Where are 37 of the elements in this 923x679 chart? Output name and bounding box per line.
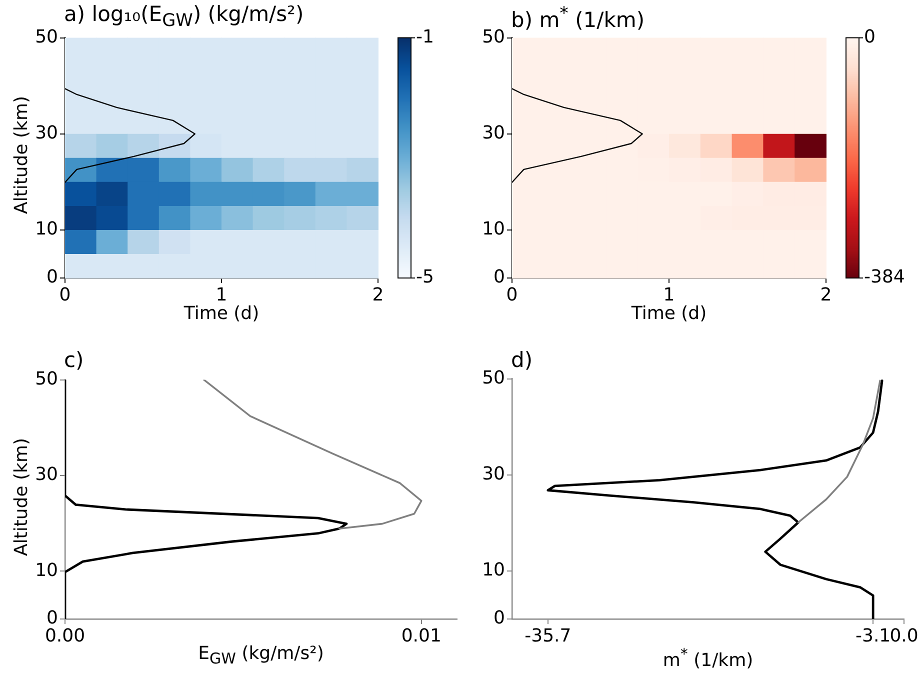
y-tick-label: 30 xyxy=(482,122,505,144)
x-axis-title: m$^{*}$ (1/km) xyxy=(662,644,754,672)
color-bar-label: -5 xyxy=(416,266,434,288)
y-tick-label: 10 xyxy=(35,218,58,240)
y-tick-label: 10 xyxy=(482,218,505,240)
x-tick-label: 2 xyxy=(372,284,384,306)
color-bar-label: 0 xyxy=(864,26,876,48)
y-tick-label: 50 xyxy=(35,368,58,390)
color-bar-label: -1 xyxy=(416,26,434,48)
y-tick-label: 0 xyxy=(46,266,58,288)
y-axis-title: Altitude (km) xyxy=(11,437,33,556)
chart-title: d) xyxy=(511,348,533,372)
x-tick-label: 0.0 xyxy=(890,625,918,646)
x-axis-title: E$_{GW}$ (kg/m/s²) xyxy=(198,643,324,670)
x-axis-title: Time (d) xyxy=(631,303,707,325)
x-axis-title: Time (d) xyxy=(184,303,260,325)
chart-title: c) xyxy=(64,348,84,372)
x-tick-label: -3.1 xyxy=(856,625,891,646)
x-tick-label: 2 xyxy=(820,284,832,306)
chart-title: a) log₁₀(E$_{GW}$) (kg/m/s²) xyxy=(64,2,304,34)
y-tick-label: 10 xyxy=(482,560,505,581)
x-tick-label: 1 xyxy=(663,284,675,306)
y-tick-label: 50 xyxy=(482,26,505,48)
y-tick-label: 30 xyxy=(35,464,58,486)
y-tick-label: 0 xyxy=(494,608,505,629)
y-axis-title: Altitude (km) xyxy=(11,96,33,214)
chart-title: b) m$^{*}$ (1/km) xyxy=(511,3,645,32)
y-tick-label: 50 xyxy=(35,26,58,48)
y-tick-label: 50 xyxy=(482,367,505,388)
y-tick-label: 30 xyxy=(35,122,58,144)
y-tick-label: 10 xyxy=(35,560,58,581)
x-tick-label: 1 xyxy=(216,284,228,306)
x-tick-label: -35.7 xyxy=(524,625,572,646)
x-tick-label: 0.01 xyxy=(401,625,442,646)
y-tick-label: 0 xyxy=(494,266,505,288)
y-tick-label: 30 xyxy=(482,464,505,485)
color-bar-label: -384 xyxy=(864,266,905,288)
